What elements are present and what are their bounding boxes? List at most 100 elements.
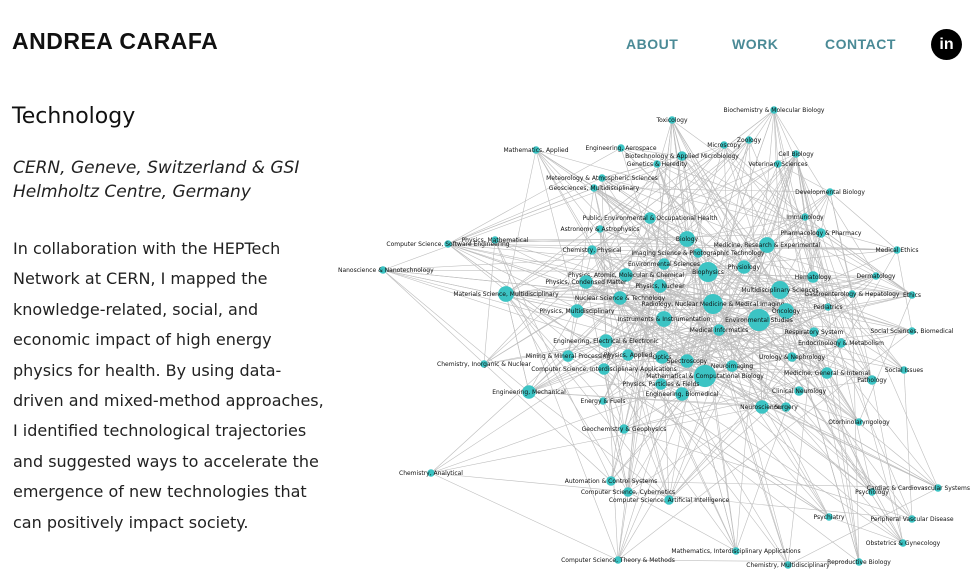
network-edge [593, 187, 831, 193]
network-edge [483, 274, 627, 365]
network-edge [617, 119, 673, 561]
network-edge [585, 281, 760, 321]
network-node: Oncology [772, 303, 801, 319]
network-edge [627, 294, 913, 356]
network-node-label: Energy & Fuels [581, 398, 626, 405]
network-edge [660, 383, 904, 544]
network-node-dot [745, 136, 753, 144]
network-node: Multidisciplinary Sciences [741, 281, 819, 299]
network-node-label: Cell Biology [778, 151, 814, 158]
network-node-dot [444, 240, 452, 248]
network-edge [668, 356, 793, 501]
network-edge [766, 244, 905, 371]
network-edge [382, 269, 714, 305]
linkedin-label: in [939, 35, 954, 53]
nav-about[interactable]: ABOUT [626, 36, 679, 52]
network-node-dot [664, 495, 674, 505]
network-edge [795, 153, 860, 563]
network-edge [617, 285, 661, 561]
network-edge [761, 289, 781, 408]
network-node-dot [619, 268, 633, 282]
network-node-dot [379, 266, 387, 274]
network-edge [593, 187, 665, 265]
network-nodes: Biochemistry & Molecular Biology Toxicolo… [338, 106, 970, 569]
network-edge [528, 303, 714, 393]
network-edge [535, 149, 578, 312]
nav-work[interactable]: WORK [732, 36, 779, 52]
network-edge [627, 354, 789, 566]
nav-contact[interactable]: CONTACT [825, 36, 896, 52]
network-edge [585, 281, 873, 493]
network-edge [743, 216, 806, 268]
network-node-label: Peripheral Vascular Disease [870, 516, 953, 523]
network-edge [620, 147, 745, 268]
network-node-dot [606, 476, 616, 486]
network-edge [791, 356, 913, 520]
network-node-label: Environmental Sciences [628, 261, 700, 268]
network-node-label: Chemistry, Inorganic & Nuclear [437, 361, 531, 368]
network-edge [620, 147, 683, 157]
linkedin-icon[interactable]: in [931, 29, 962, 60]
network-edge [656, 163, 787, 312]
network-node-dot [522, 385, 536, 399]
network-node: Geosciences, Multidisciplinary [549, 184, 640, 192]
network-edge [567, 281, 587, 357]
network-node: Physics, Nuclear [635, 279, 685, 293]
network-edge [505, 293, 670, 501]
network-node-label: Physiology [728, 264, 761, 271]
network-node: Pathology [857, 375, 887, 385]
network-edge [623, 390, 800, 430]
network-node-dot [655, 350, 669, 364]
network-node: Mathematics, Applied [503, 146, 569, 154]
network-node: Instruments & Instrumentation [618, 311, 711, 327]
network-edge [505, 281, 587, 295]
network-node: Medicine, Research & Experimental [714, 237, 821, 253]
network-edge [671, 119, 789, 566]
network-edge [773, 109, 779, 165]
site-brand[interactable]: ANDREA CARAFA [12, 28, 219, 54]
network-node-label: Environmental Studies [725, 317, 793, 324]
network-node: Immunology [786, 213, 824, 221]
network-edge [625, 274, 662, 385]
network-node: Physics, Multidisciplinary [540, 304, 615, 318]
network-edge [795, 153, 873, 493]
network-node: Engineering, Electrical & Electronic [553, 334, 659, 348]
network-edge [505, 149, 537, 295]
network-node-dot [579, 275, 593, 289]
network-node-label: Social Sciences, Biomedical [870, 328, 953, 335]
network-node-label: Surgery [774, 404, 798, 411]
network-node-label: Chemistry, Multidisciplinary [746, 562, 830, 569]
network-edge [494, 238, 688, 241]
network-node-dot [908, 291, 916, 299]
network-edge [829, 191, 898, 251]
network-node: Cardiac & Cardiovascular Systems [867, 484, 970, 492]
network-edge [619, 297, 873, 493]
network-node-label: Developmental Biology [795, 189, 865, 196]
network-node-label: Medicine, General & Internal [784, 370, 870, 377]
network-node: Cell Biology [778, 150, 814, 158]
network-edge [663, 263, 787, 408]
network-node-dot [747, 308, 771, 332]
network-node-label: Urology & Nephrology [759, 354, 826, 361]
network-node-dot [599, 334, 613, 348]
network-node: Toxicology [655, 116, 688, 124]
network-node-label: Toxicology [655, 117, 687, 124]
network-node-label: Engineering, Aerospace [585, 145, 656, 152]
network-node: Respiratory System [785, 327, 843, 337]
network-edge [671, 119, 904, 544]
network-edge [528, 318, 665, 393]
network-node-label: Neuroimaging [711, 363, 753, 370]
network-edge [601, 177, 768, 246]
network-edge [528, 355, 569, 393]
network-edge [777, 163, 860, 563]
network-node-label: Physics, Mathematical [462, 237, 529, 244]
network-edge [591, 109, 775, 251]
network-node-label: Clinical Neurology [772, 388, 827, 395]
network-edge [567, 271, 709, 357]
network-edge [777, 163, 873, 381]
network-edge [812, 276, 905, 371]
network-node-dot [656, 311, 672, 327]
network-edge [483, 249, 593, 365]
network-node-dot [693, 248, 703, 258]
network-edge [430, 406, 763, 474]
